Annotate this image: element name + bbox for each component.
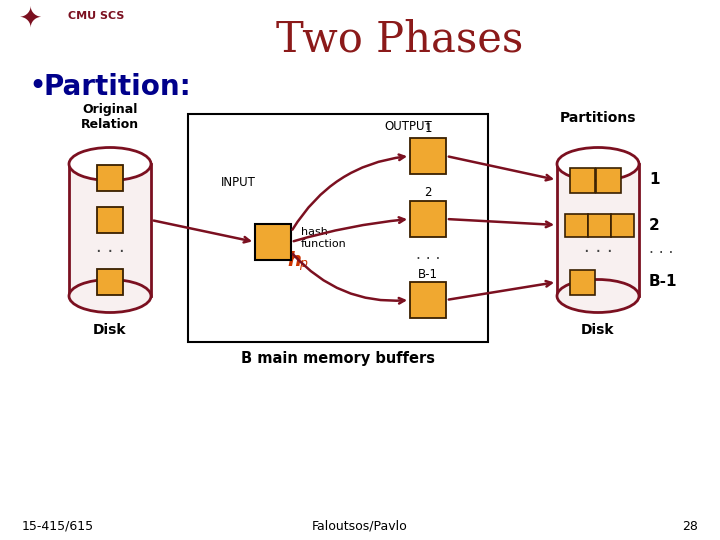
- Text: 1: 1: [424, 123, 432, 136]
- FancyBboxPatch shape: [255, 224, 291, 260]
- Ellipse shape: [69, 280, 151, 313]
- Text: · · ·: · · ·: [584, 243, 613, 261]
- Text: Original
Relation: Original Relation: [81, 104, 139, 132]
- Text: B-1: B-1: [649, 274, 678, 289]
- FancyBboxPatch shape: [588, 213, 611, 237]
- Text: 2: 2: [424, 186, 432, 199]
- Text: OUTPUT: OUTPUT: [384, 119, 432, 132]
- FancyBboxPatch shape: [564, 213, 588, 237]
- Text: Disk: Disk: [581, 322, 615, 336]
- Text: · · ·: · · ·: [649, 246, 673, 261]
- FancyBboxPatch shape: [410, 201, 446, 237]
- Polygon shape: [69, 164, 151, 296]
- Text: Two Phases: Two Phases: [276, 19, 523, 61]
- Text: Partitions: Partitions: [559, 111, 636, 125]
- Ellipse shape: [69, 147, 151, 180]
- Text: p: p: [299, 258, 307, 271]
- FancyBboxPatch shape: [97, 165, 123, 191]
- FancyBboxPatch shape: [595, 167, 621, 192]
- Text: hash: hash: [301, 227, 328, 237]
- Text: B main memory buffers: B main memory buffers: [241, 350, 435, 366]
- FancyBboxPatch shape: [97, 269, 123, 295]
- Text: function: function: [301, 239, 347, 249]
- Text: Partition:: Partition:: [44, 73, 192, 101]
- Ellipse shape: [557, 280, 639, 313]
- Text: B-1: B-1: [418, 267, 438, 280]
- FancyBboxPatch shape: [97, 207, 123, 233]
- Ellipse shape: [557, 147, 639, 180]
- Text: INPUT: INPUT: [220, 176, 256, 188]
- FancyBboxPatch shape: [188, 114, 488, 342]
- Text: · · ·: · · ·: [416, 252, 440, 267]
- Text: ✦: ✦: [19, 4, 42, 32]
- Text: · · ·: · · ·: [96, 243, 125, 261]
- Polygon shape: [557, 164, 639, 296]
- Text: 1: 1: [649, 172, 660, 187]
- Text: 15-415/615: 15-415/615: [22, 519, 94, 532]
- FancyBboxPatch shape: [410, 138, 446, 174]
- Text: 28: 28: [682, 519, 698, 532]
- Text: Disk: Disk: [94, 322, 127, 336]
- Text: 2: 2: [649, 218, 660, 233]
- Text: h: h: [287, 251, 301, 269]
- Text: CMU SCS: CMU SCS: [68, 11, 125, 21]
- FancyBboxPatch shape: [570, 167, 595, 192]
- FancyBboxPatch shape: [410, 282, 446, 318]
- Text: Faloutsos/Pavlo: Faloutsos/Pavlo: [312, 519, 408, 532]
- FancyBboxPatch shape: [570, 269, 595, 294]
- FancyBboxPatch shape: [611, 213, 634, 237]
- Text: •: •: [28, 72, 46, 102]
